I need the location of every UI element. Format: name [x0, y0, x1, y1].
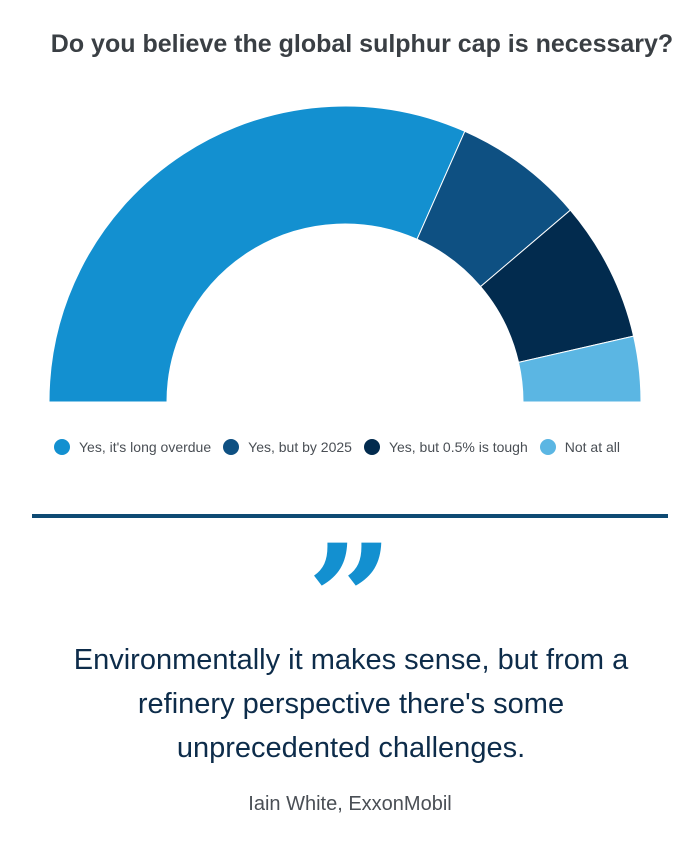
legend-item-1: Yes, but by 2025 [223, 439, 352, 455]
chart-segment-3 [517, 335, 642, 403]
legend-label-2: Yes, but 0.5% is tough [388, 439, 528, 455]
legend-swatch-0 [54, 439, 70, 455]
legend-swatch-2 [363, 439, 380, 455]
legend-swatch-1 [223, 439, 240, 455]
legend-item-0: Yes, it's long overdue [54, 439, 211, 455]
section-divider [32, 514, 668, 518]
legend-item-3: Not at all [539, 439, 620, 455]
semi-donut-chart [48, 105, 642, 403]
chart-legend: Yes, it's long overdue Yes, but by 2025 … [54, 437, 620, 457]
legend-label-3: Not at all [564, 439, 620, 455]
quote-attribution: Iain White, ExxonMobil [248, 793, 452, 815]
legend-swatch-3 [539, 439, 556, 455]
chart-title: Do you believe the global sulphur cap is… [50, 30, 674, 58]
legend-label-1: Yes, but by 2025 [248, 439, 352, 455]
legend-item-2: Yes, but 0.5% is tough [363, 439, 528, 455]
legend-label-0: Yes, it's long overdue [79, 439, 212, 455]
quote-mark-icon: ” [306, 525, 394, 625]
quote-text: Environmentally it makes sense, but from… [73, 644, 629, 764]
chart-segment-0 [48, 105, 466, 403]
